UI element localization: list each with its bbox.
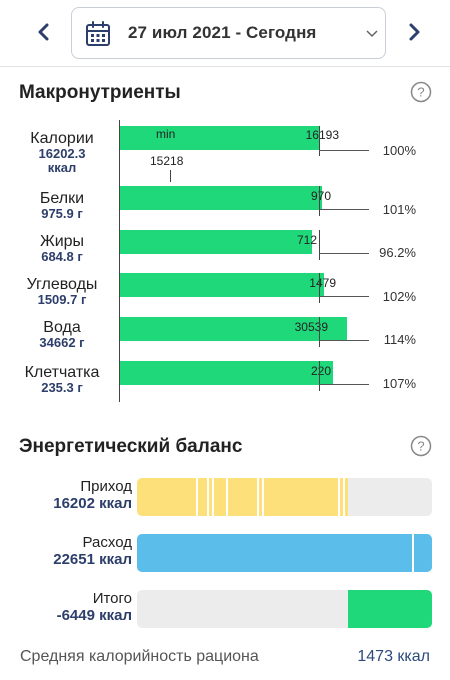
- min-label: min: [156, 127, 176, 141]
- macro-label-carbs: Углеводы 1509.7 г: [12, 277, 112, 307]
- macro-bar-calories: [120, 126, 320, 150]
- energy-name: Итого: [92, 590, 132, 607]
- target-value: 1479: [309, 276, 336, 290]
- energy-title: Энергетический баланс: [19, 436, 243, 457]
- macro-bar-fat: [120, 230, 312, 254]
- target-line: [319, 253, 369, 254]
- energy-value: 22651 ккал: [53, 551, 132, 568]
- segment-divider: [257, 478, 259, 516]
- segment-divider: [412, 534, 414, 572]
- segment-divider: [196, 478, 198, 516]
- target-marker: [319, 230, 320, 260]
- macro-name: Калории: [30, 130, 94, 147]
- target-line: [319, 340, 369, 341]
- macro-value: 684.8 г: [41, 249, 83, 264]
- min-value: 15218: [150, 154, 184, 168]
- macro-bar-water: [120, 317, 347, 341]
- percent-label: 100%: [382, 143, 416, 158]
- macro-value: 235.3 г: [41, 380, 83, 395]
- macro-label-fat: Жиры 684.8 г: [12, 234, 112, 264]
- date-selector[interactable]: 27 июл 2021 - Сегодня: [71, 7, 386, 59]
- energy-fill: [137, 534, 432, 572]
- chevron-right-icon[interactable]: [402, 20, 426, 44]
- segment-divider: [226, 478, 228, 516]
- macro-name: Белки: [39, 190, 85, 207]
- macro-label-water: Вода 34662 г: [12, 320, 112, 350]
- target-marker: [319, 126, 320, 156]
- avg-calorie-label: Средняя калорийность рациона: [20, 648, 259, 665]
- segment-divider: [343, 478, 345, 516]
- target-line: [319, 209, 369, 210]
- date-navigation: 27 июл 2021 - Сегодня: [0, 0, 450, 66]
- macro-value: 34662 г: [39, 335, 85, 350]
- macro-label-fiber: Клетчатка 235.3 г: [12, 365, 112, 395]
- avg-calorie-value: 1473 ккал: [357, 648, 430, 665]
- energy-value: -6449 ккал: [56, 607, 132, 624]
- target-marker: [319, 273, 320, 303]
- target-line: [319, 296, 369, 297]
- segment-divider: [262, 478, 264, 516]
- macros-title: Макронутриенты: [19, 82, 181, 103]
- percent-label: 96.2%: [379, 245, 416, 260]
- target-marker: [319, 361, 320, 391]
- energy-fill: [348, 590, 432, 628]
- divider: [0, 66, 450, 67]
- segment-divider: [212, 478, 214, 516]
- macro-label-protein: Белки 975.9 г: [12, 191, 112, 221]
- target-line: [319, 384, 369, 385]
- energy-value: 16202 ккал: [53, 495, 132, 512]
- help-circle-icon[interactable]: ?: [410, 81, 432, 103]
- target-value: 970: [310, 189, 331, 203]
- macro-unit: ккал: [47, 160, 77, 175]
- energy-name: Расход: [82, 534, 132, 551]
- energy-label-expense: Расход 22651 ккал: [20, 534, 132, 569]
- chevron-left-icon[interactable]: [32, 20, 56, 44]
- macro-name: Вода: [43, 319, 81, 336]
- energy-bar-intake: [137, 478, 432, 516]
- target-line: [319, 150, 369, 151]
- macro-label-calories: Калории 16202.3 ккал: [12, 131, 112, 175]
- macro-bar-protein: [120, 186, 322, 210]
- macro-bar-fiber: [120, 361, 333, 385]
- macro-name: Клетчатка: [24, 364, 100, 381]
- target-value: 712: [296, 233, 317, 247]
- energy-fill: [137, 478, 348, 516]
- percent-label: 102%: [382, 289, 416, 304]
- energy-label-intake: Приход 16202 ккал: [20, 478, 132, 513]
- macro-value: 16202.3: [38, 146, 86, 161]
- macro-name: Жиры: [39, 233, 85, 250]
- svg-text:?: ?: [417, 439, 424, 454]
- target-marker: [319, 186, 320, 216]
- energy-bar-total: [137, 590, 432, 628]
- calendar-icon: [86, 21, 110, 46]
- percent-label: 114%: [383, 332, 416, 347]
- percent-label: 107%: [382, 376, 416, 391]
- segment-divider: [207, 478, 209, 516]
- chevron-down-icon: [366, 30, 378, 38]
- energy-bar-expense: [137, 534, 432, 572]
- macro-bar-carbs: [120, 273, 324, 297]
- min-marker: [170, 170, 171, 182]
- chart-axis: [119, 120, 120, 402]
- target-value: 220: [310, 364, 331, 378]
- percent-label: 101%: [382, 202, 416, 217]
- macro-name: Углеводы: [26, 276, 98, 293]
- target-marker: [319, 317, 320, 347]
- help-circle-icon[interactable]: ?: [410, 435, 432, 457]
- energy-name: Приход: [80, 478, 132, 495]
- date-label: 27 июл 2021 - Сегодня: [128, 23, 317, 42]
- macro-value: 1509.7 г: [37, 292, 87, 307]
- energy-label-total: Итого -6449 ккал: [20, 590, 132, 625]
- target-value: 16193: [305, 128, 339, 142]
- macro-value: 975.9 г: [41, 206, 83, 221]
- svg-text:?: ?: [417, 85, 424, 100]
- segment-divider: [338, 478, 340, 516]
